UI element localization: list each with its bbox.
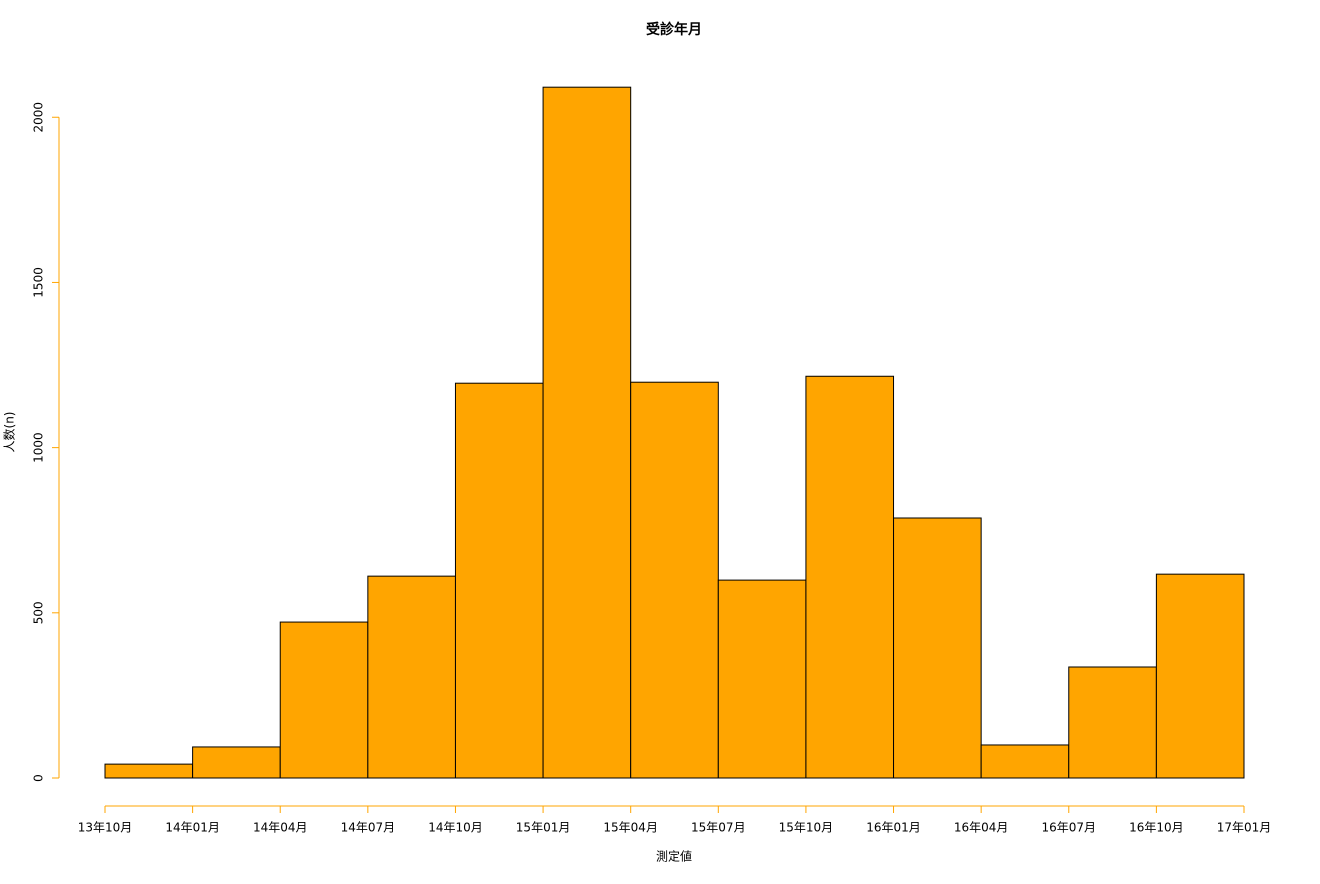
bar (805, 375, 895, 779)
chart-title: 受診年月 (646, 21, 702, 38)
x-tick-label: 16年01月 (866, 821, 921, 835)
bar (630, 381, 719, 779)
bar (104, 763, 194, 779)
y-tick-label: 2000 (32, 102, 46, 133)
y-axis-label: 人数(n) (2, 412, 17, 453)
y-tick-label: 0 (32, 774, 46, 782)
x-tick-label: 14年10月 (428, 821, 483, 835)
x-tick-label: 14年07月 (341, 821, 396, 835)
x-tick-label: 15年01月 (516, 821, 571, 835)
x-tick-label: 15年10月 (779, 821, 834, 835)
bar (279, 621, 369, 779)
x-tick-label: 16年10月 (1129, 821, 1184, 835)
x-tick-label: 13年10月 (78, 821, 133, 835)
bar (1155, 573, 1245, 779)
bar (893, 517, 982, 779)
y-tick-label: 500 (32, 601, 46, 624)
y-tick-label: 1000 (32, 432, 46, 463)
x-tick-label: 15年04月 (603, 821, 658, 835)
x-tick-label: 14年01月 (165, 821, 220, 835)
bar (192, 746, 281, 779)
y-tick-label: 1500 (32, 267, 46, 298)
bar (367, 575, 456, 779)
bar (454, 382, 544, 779)
bar (717, 579, 807, 779)
bar (1068, 666, 1157, 779)
x-tick-label: 16年04月 (954, 821, 1009, 835)
bar (542, 86, 632, 779)
x-axis-label: 測定値 (656, 849, 692, 864)
x-tick-label: 15年07月 (691, 821, 746, 835)
x-tick-label: 14年04月 (253, 821, 308, 835)
x-tick-label: 16年07月 (1041, 821, 1096, 835)
bar (980, 744, 1070, 779)
x-tick-label: 17年01月 (1217, 821, 1272, 835)
